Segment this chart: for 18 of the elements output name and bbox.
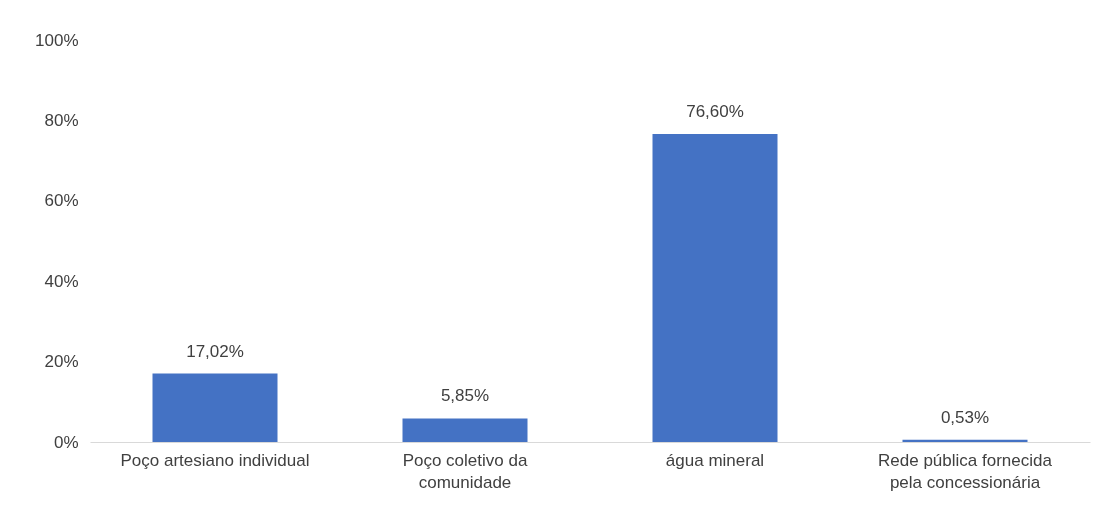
y-tick-label: 20%: [44, 352, 79, 372]
y-tick-label: 80%: [44, 110, 79, 130]
bar: [402, 418, 528, 442]
bar: [902, 439, 1028, 442]
data-label: 76,60%: [686, 102, 744, 122]
x-tick-label: Rede pública fornecida pela concessionária: [878, 450, 1053, 492]
data-label: 0,53%: [940, 407, 990, 427]
y-tick-label: 40%: [44, 271, 79, 291]
y-tick-label: 60%: [44, 191, 79, 211]
x-tick-label: Poço coletivo da comunidade: [402, 450, 528, 492]
y-tick-label: 0%: [53, 432, 79, 452]
bar: [152, 373, 278, 442]
data-label: 5,85%: [440, 386, 490, 406]
y-tick-label: 100%: [35, 30, 79, 50]
data-label: 17,02%: [186, 341, 244, 361]
x-tick-label: água mineral: [665, 450, 765, 470]
x-tick-label: Poço artesiano individual: [120, 450, 310, 470]
bar: [652, 134, 778, 442]
